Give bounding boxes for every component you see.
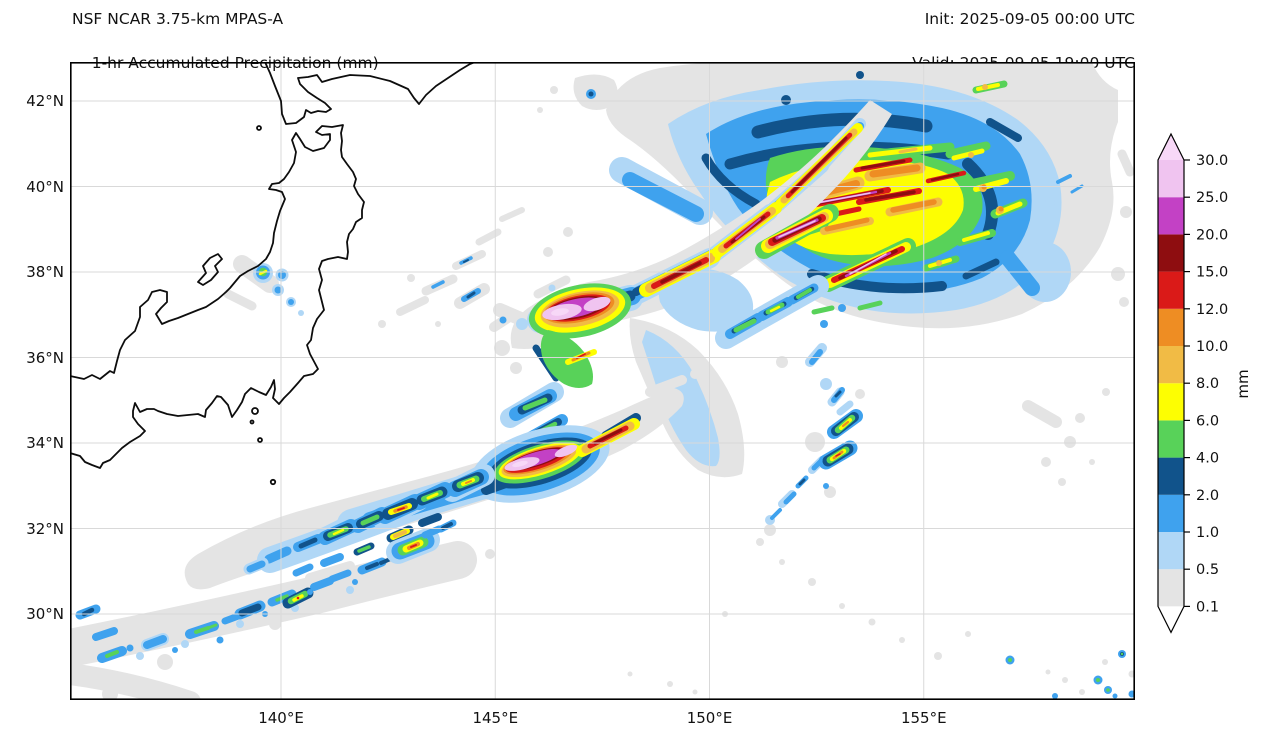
colorbar-tick-label: 30.0 bbox=[1196, 153, 1228, 169]
colorbar-segment bbox=[1158, 160, 1184, 198]
y-tick-label: 34°N bbox=[26, 434, 64, 452]
colorbar-tick-label: 6.0 bbox=[1196, 413, 1219, 429]
island-izu-oshima bbox=[251, 407, 259, 415]
colorbar-segment bbox=[1158, 197, 1184, 235]
colorbar-segment bbox=[1158, 532, 1184, 570]
colorbar-segment bbox=[1158, 271, 1184, 309]
island-hachijojima bbox=[269, 478, 277, 486]
colorbar-over-arrow bbox=[1158, 134, 1184, 160]
island-miyakejima bbox=[257, 437, 263, 443]
y-tick-label: 42°N bbox=[26, 92, 64, 110]
x-tick-label: 140°E bbox=[258, 709, 304, 727]
y-tick-label: 38°N bbox=[26, 263, 64, 281]
colorbar: 0.1 0.5 1.0 2.0 4.0 6.0 8.0 10.0 12.0 15.0 20.0 25.… bbox=[1157, 132, 1228, 634]
island-niijima bbox=[249, 419, 255, 425]
y-tick-label: 32°N bbox=[26, 519, 64, 538]
colorbar-segment bbox=[1158, 494, 1184, 532]
precipitation-map bbox=[70, 62, 1135, 700]
x-tick-label: 145°E bbox=[472, 709, 519, 727]
precip-cells-southeast bbox=[1005, 650, 1135, 699]
precip-cell-sado bbox=[223, 255, 304, 316]
colorbar-unit-label: mm bbox=[1234, 369, 1252, 399]
colorbar-segment bbox=[1158, 383, 1184, 421]
colorbar-tick-label: 10.0 bbox=[1196, 339, 1228, 355]
colorbar-tick-label: 1.0 bbox=[1196, 525, 1219, 541]
colorbar-segment bbox=[1158, 420, 1184, 458]
colorbar-tick-label: 25.0 bbox=[1196, 190, 1228, 206]
y-tick-label: 40°N bbox=[26, 177, 64, 196]
coast-hokkaido bbox=[264, 62, 476, 125]
colorbar-tick-label: 0.5 bbox=[1196, 562, 1219, 578]
y-tick-label: 30°N bbox=[26, 605, 64, 623]
colorbar-segment bbox=[1158, 457, 1184, 495]
colorbar-tick-label: 15.0 bbox=[1196, 265, 1228, 281]
colorbar-segment bbox=[1158, 346, 1184, 384]
precip-band-central bbox=[493, 100, 892, 478]
init-time: Init: 2025-09-05 00:00 UTC bbox=[924, 10, 1135, 28]
colorbar-segment bbox=[1158, 569, 1184, 607]
colorbar-tick-label: 20.0 bbox=[1196, 227, 1228, 243]
island-okushiri bbox=[256, 125, 262, 131]
colorbar-under-arrow bbox=[1158, 606, 1184, 633]
colorbar-tick-label: 2.0 bbox=[1196, 488, 1219, 504]
colorbar-tick-label: 12.0 bbox=[1196, 302, 1228, 318]
x-tick-label: 150°E bbox=[686, 709, 733, 727]
coast-sado-island bbox=[197, 253, 223, 286]
precip-field bbox=[70, 62, 1135, 700]
y-tick-label: 36°N bbox=[26, 348, 64, 367]
colorbar-tick-label: 4.0 bbox=[1196, 451, 1219, 467]
colorbar-tick-label: 0.1 bbox=[1196, 599, 1219, 615]
colorbar-segment bbox=[1158, 234, 1184, 272]
title-line1: NSF NCAR 3.75-km MPAS-A bbox=[72, 10, 284, 28]
precip-trail-bottomleft bbox=[70, 519, 495, 700]
coastlines bbox=[70, 62, 476, 486]
colorbar-segment bbox=[1158, 308, 1184, 346]
precip-line-east bbox=[764, 343, 865, 536]
colorbar-tick-label: 8.0 bbox=[1196, 376, 1219, 392]
coast-honshu bbox=[70, 124, 365, 469]
x-tick-label: 155°E bbox=[900, 709, 947, 727]
map-border bbox=[70, 62, 1135, 700]
